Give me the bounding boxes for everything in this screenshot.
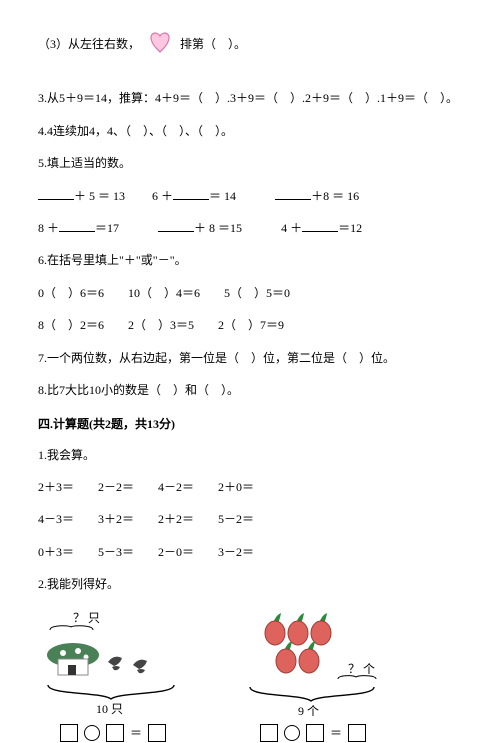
q8: 8.比7大比10小的数是（ ）和（ ）。 [38, 380, 462, 400]
t: ＝ 14 [209, 189, 236, 203]
calc1-r2: 4－3＝ 3＋2＝ 2＋2＝ 5－2＝ [38, 509, 462, 529]
t: ＋ 5 ＝ 13 [74, 189, 125, 203]
q3-text-before: （3）从左往右数， [38, 37, 140, 51]
calc1-r3: 0＋3＝ 5－3＝ 2－0＝ 3－2＝ [38, 542, 462, 562]
carrots-icon [265, 613, 331, 673]
blank [173, 186, 209, 200]
figure-1: ？ 只 10 只 [38, 607, 188, 743]
q4: 4.4连续加4，4、（ ）、（ ）、（ ）。 [38, 121, 462, 141]
blank [38, 186, 74, 200]
calc1: 1.我会算。 [38, 445, 462, 465]
t: 8 ＋ [38, 221, 59, 235]
q3-sub: （3）从左往右数， 排第（ ）。 [38, 30, 462, 60]
box [106, 724, 124, 742]
q6-row2: 8（ ）2＝6 2（ ）3＝5 2（ ）7＝9 [38, 315, 462, 335]
fig2-equation: ＝ [238, 723, 388, 743]
fig2-total-label: 9 个 [298, 704, 319, 717]
q6: 6.在括号里填上"＋"或"－"。 [38, 250, 462, 270]
t: ＝12 [338, 221, 362, 235]
q5-row1: ＋ 5 ＝ 13 6 ＋ ＝ 14 ＋8 ＝ 16 [38, 186, 462, 206]
figure-2: ？ 个 9 个 ＝ [238, 607, 388, 743]
equals: ＝ [330, 723, 342, 743]
t: ＋8 ＝ 16 [311, 189, 359, 203]
fig1-q-label: ？ 只 [73, 611, 100, 625]
t: 6 ＋ [152, 189, 173, 203]
bird-icon [108, 656, 122, 670]
q5-row2: 8 ＋ ＝17 ＋ 8 ＝15 4 ＋ ＝12 [38, 218, 462, 238]
calc2: 2.我能列得好。 [38, 574, 462, 594]
fig1-total-label: 10 只 [96, 702, 123, 716]
box [148, 724, 166, 742]
blank [275, 186, 311, 200]
blank [59, 218, 95, 232]
box [260, 724, 278, 742]
equals: ＝ [130, 723, 142, 743]
t: ＝17 [95, 221, 119, 235]
box [60, 724, 78, 742]
op-circle [284, 725, 300, 741]
figures: ？ 只 10 只 [38, 607, 462, 743]
blank [158, 218, 194, 232]
fig1-equation: ＝ [38, 723, 188, 743]
calc1-r1: 2＋3＝ 2－2＝ 4－2＝ 2＋0＝ [38, 477, 462, 497]
q7: 7.一个两位数，从右边起，第一位是（ ）位，第二位是（ ）位。 [38, 348, 462, 368]
q5: 5.填上适当的数。 [38, 153, 462, 173]
heart-icon [147, 30, 173, 60]
box [348, 724, 366, 742]
box [306, 724, 324, 742]
t: 4 ＋ [281, 221, 302, 235]
fig2-q-label: ？ 个 [348, 662, 375, 676]
t: ＋ 8 ＝15 [194, 221, 242, 235]
bird-icon [133, 659, 147, 673]
blank [302, 218, 338, 232]
q3-line: 3.从5＋9＝14，推算：4＋9＝（ ）.3＋9＝（ ）.2＋9＝（ ）.1＋9… [38, 88, 462, 108]
section-4-title: 四.计算题(共2题，共13分) [38, 414, 462, 434]
op-circle [84, 725, 100, 741]
q6-row1: 0（ ）6＝6 10（ ）4＝6 5（ ）5＝0 [38, 283, 462, 303]
q3-text-after: 排第（ ）。 [180, 37, 246, 51]
